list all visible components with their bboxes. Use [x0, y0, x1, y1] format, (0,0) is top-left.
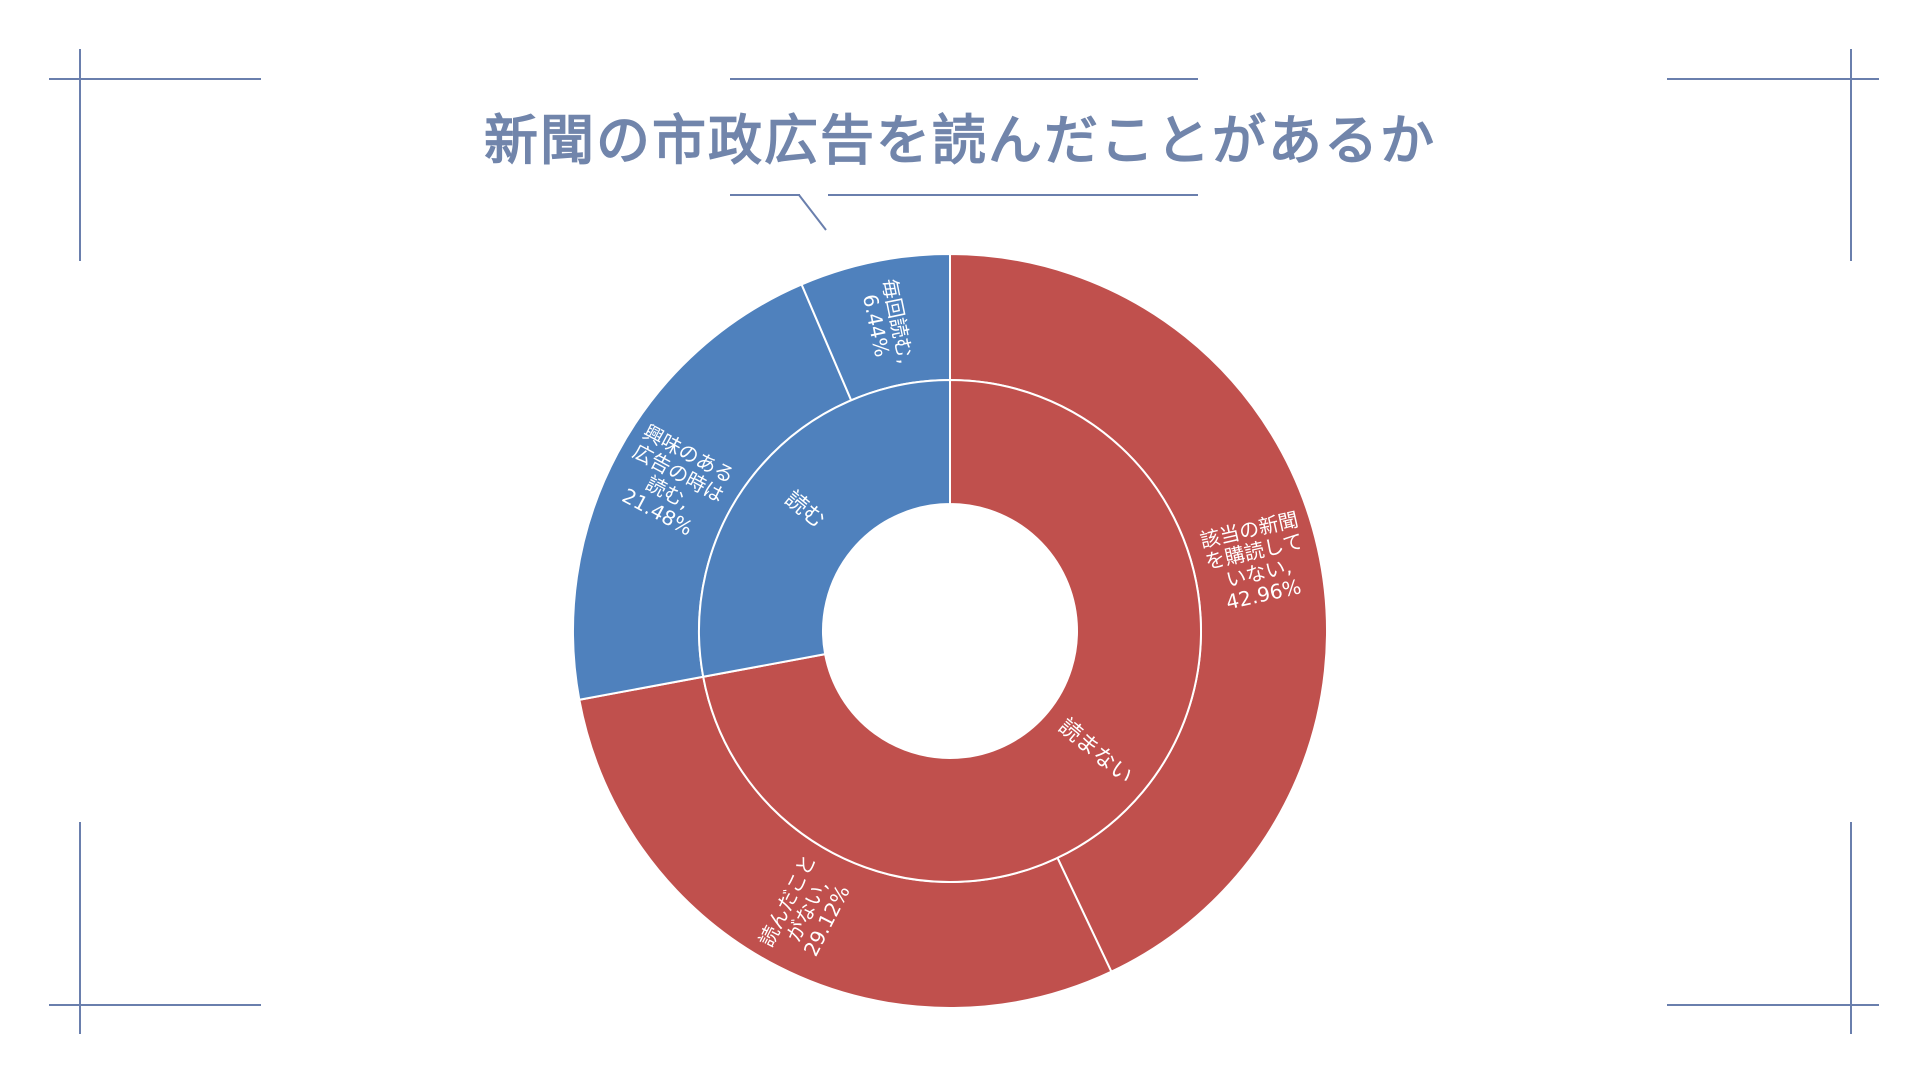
title-area: 新聞の市政広告を読んだことがあるか [0, 0, 1920, 240]
chart-title: 新聞の市政広告を読んだことがあるか [484, 109, 1436, 172]
inner-ring [698, 378, 1202, 883]
frame-top-left-horizontal [49, 78, 261, 80]
frame-top-left-vertical [79, 49, 81, 261]
title-bottom-rule-right [828, 194, 1198, 196]
title-bottom-rule-left [730, 194, 800, 196]
donut-hole [823, 504, 1077, 758]
frame-bottom-right-horizontal [1667, 1004, 1879, 1006]
frame-top-right-vertical [1850, 49, 1852, 261]
frame-bottom-left-horizontal [49, 1004, 261, 1006]
title-top-rule [730, 78, 1198, 80]
title-bubble-tail [798, 194, 827, 231]
frame-bottom-left-vertical [79, 822, 81, 1034]
outer-ring [572, 252, 1328, 1009]
frame-top-right-horizontal [1667, 78, 1879, 80]
frame-bottom-right-vertical [1850, 822, 1852, 1034]
